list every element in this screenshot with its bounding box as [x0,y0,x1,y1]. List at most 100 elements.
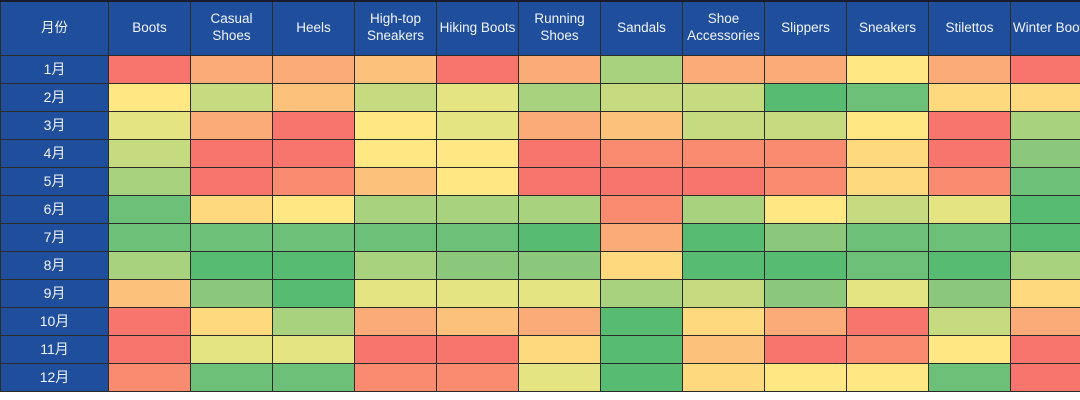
heatmap-cell[interactable] [354,194,437,224]
heatmap-cell[interactable] [436,278,519,308]
heatmap-cell[interactable] [600,166,683,196]
heatmap-cell[interactable] [600,222,683,252]
heatmap-cell[interactable] [436,306,519,336]
heatmap-cell[interactable] [518,138,601,168]
heatmap-cell[interactable] [190,278,273,308]
heatmap-cell[interactable] [928,306,1011,336]
month-label[interactable]: 2月 [0,82,109,112]
heatmap-cell[interactable] [846,362,929,392]
heatmap-cell[interactable] [190,250,273,280]
heatmap-cell[interactable] [1010,54,1080,84]
heatmap-cell[interactable] [682,166,765,196]
heatmap-cell[interactable] [108,110,191,140]
heatmap-cell[interactable] [108,334,191,364]
month-label[interactable]: 12月 [0,362,109,392]
heatmap-cell[interactable] [190,166,273,196]
heatmap-cell[interactable] [354,110,437,140]
heatmap-cell[interactable] [764,222,847,252]
heatmap-cell[interactable] [928,166,1011,196]
heatmap-cell[interactable] [1010,166,1080,196]
heatmap-cell[interactable] [518,54,601,84]
heatmap-cell[interactable] [1010,194,1080,224]
heatmap-cell[interactable] [682,306,765,336]
column-header-hiking-boots[interactable]: Hiking Boots [436,0,519,56]
heatmap-cell[interactable] [928,222,1011,252]
heatmap-cell[interactable] [682,110,765,140]
heatmap-cell[interactable] [1010,250,1080,280]
heatmap-cell[interactable] [682,334,765,364]
heatmap-cell[interactable] [354,54,437,84]
heatmap-cell[interactable] [518,362,601,392]
heatmap-cell[interactable] [928,110,1011,140]
heatmap-cell[interactable] [272,334,355,364]
heatmap-cell[interactable] [436,82,519,112]
heatmap-cell[interactable] [354,334,437,364]
column-header-heels[interactable]: Heels [272,0,355,56]
heatmap-cell[interactable] [682,54,765,84]
heatmap-cell[interactable] [928,54,1011,84]
heatmap-cell[interactable] [272,222,355,252]
heatmap-cell[interactable] [354,166,437,196]
heatmap-cell[interactable] [108,194,191,224]
month-label[interactable]: 4月 [0,138,109,168]
heatmap-cell[interactable] [436,222,519,252]
heatmap-cell[interactable] [764,250,847,280]
heatmap-cell[interactable] [682,250,765,280]
heatmap-cell[interactable] [108,82,191,112]
heatmap-cell[interactable] [354,138,437,168]
column-header-sneakers[interactable]: Sneakers [846,0,929,56]
heatmap-cell[interactable] [682,194,765,224]
heatmap-cell[interactable] [272,82,355,112]
heatmap-cell[interactable] [764,278,847,308]
heatmap-cell[interactable] [846,82,929,112]
column-header-running-shoes[interactable]: Running Shoes [518,0,601,56]
heatmap-cell[interactable] [272,110,355,140]
heatmap-cell[interactable] [190,362,273,392]
column-header-boots[interactable]: Boots [108,0,191,56]
heatmap-cell[interactable] [928,362,1011,392]
heatmap-cell[interactable] [354,306,437,336]
heatmap-cell[interactable] [846,306,929,336]
heatmap-cell[interactable] [108,54,191,84]
month-label[interactable]: 7月 [0,222,109,252]
heatmap-cell[interactable] [190,82,273,112]
heatmap-cell[interactable] [518,166,601,196]
heatmap-cell[interactable] [682,222,765,252]
heatmap-cell[interactable] [354,82,437,112]
heatmap-cell[interactable] [272,194,355,224]
column-header-sandals[interactable]: Sandals [600,0,683,56]
heatmap-cell[interactable] [272,250,355,280]
month-label[interactable]: 5月 [0,166,109,196]
heatmap-cell[interactable] [928,278,1011,308]
heatmap-cell[interactable] [108,306,191,336]
heatmap-cell[interactable] [846,278,929,308]
heatmap-cell[interactable] [1010,138,1080,168]
heatmap-cell[interactable] [354,222,437,252]
heatmap-cell[interactable] [1010,222,1080,252]
heatmap-cell[interactable] [518,194,601,224]
column-header-winter-boots[interactable]: Winter Boots [1010,0,1080,56]
heatmap-cell[interactable] [846,250,929,280]
heatmap-cell[interactable] [600,82,683,112]
heatmap-cell[interactable] [108,250,191,280]
heatmap-cell[interactable] [600,194,683,224]
heatmap-cell[interactable] [190,110,273,140]
heatmap-cell[interactable] [190,138,273,168]
heatmap-cell[interactable] [518,82,601,112]
heatmap-cell[interactable] [518,222,601,252]
heatmap-cell[interactable] [436,334,519,364]
month-label[interactable]: 3月 [0,110,109,140]
heatmap-cell[interactable] [682,82,765,112]
heatmap-cell[interactable] [436,362,519,392]
column-header-slippers[interactable]: Slippers [764,0,847,56]
heatmap-cell[interactable] [436,110,519,140]
heatmap-cell[interactable] [436,54,519,84]
heatmap-cell[interactable] [272,278,355,308]
heatmap-cell[interactable] [108,138,191,168]
heatmap-cell[interactable] [600,138,683,168]
heatmap-cell[interactable] [600,54,683,84]
heatmap-cell[interactable] [846,334,929,364]
heatmap-cell[interactable] [846,194,929,224]
month-label[interactable]: 9月 [0,278,109,308]
heatmap-cell[interactable] [272,54,355,84]
